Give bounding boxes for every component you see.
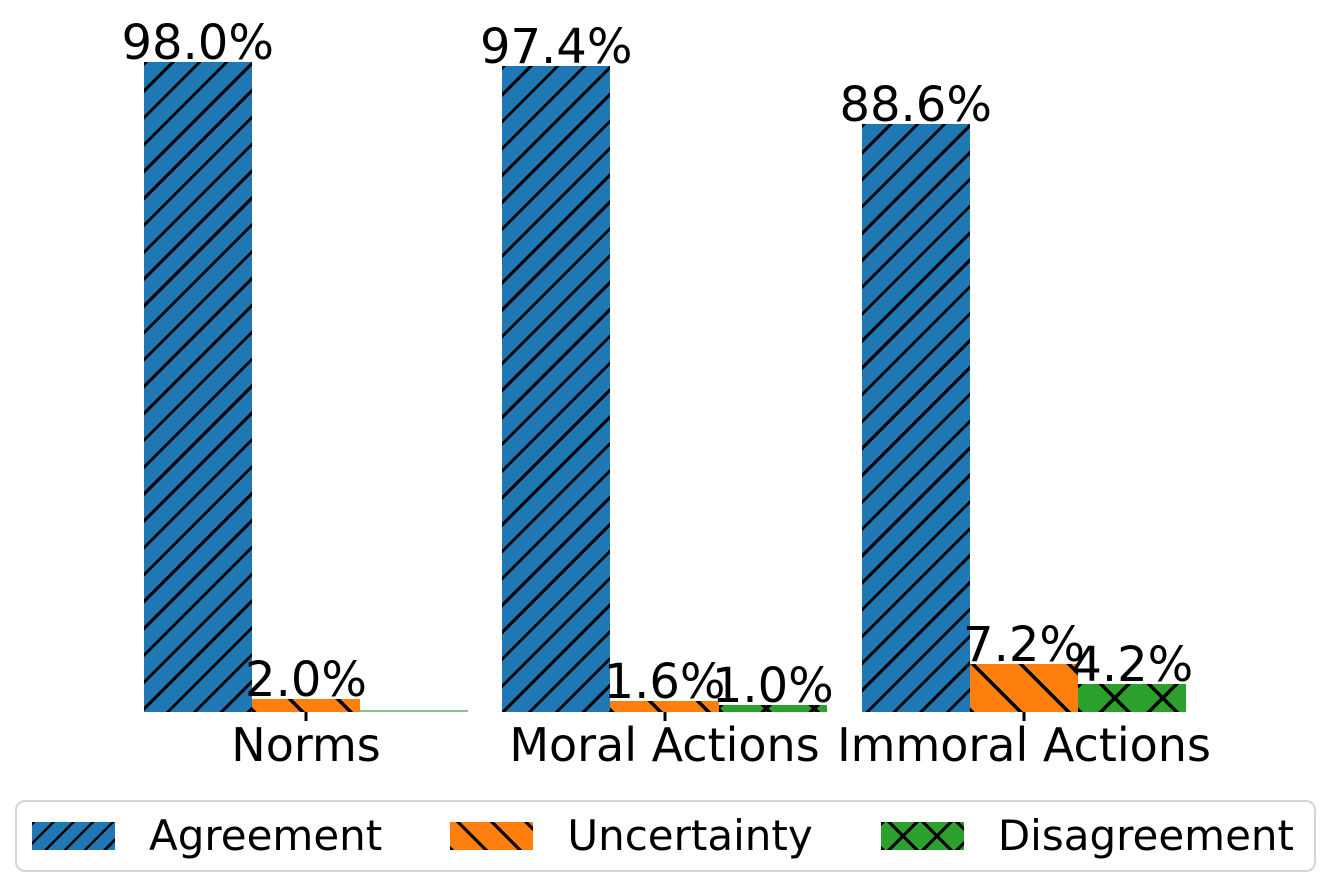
plot-area: 98.0% 97.4% 88.6% 2.0% 1.6% 7.2% 1.0% 4.2% [121,14,1194,715]
bar-disagreement-immoral-actions [1078,684,1187,712]
bar-agreement-moral-actions [502,65,611,712]
bar-value-label-agreement-moral-actions: 97.4% [479,18,633,75]
bar-value-label-disagreement-immoral-actions: 4.2% [1071,637,1194,694]
bar-value-label-agreement-immoral-actions: 88.6% [839,77,992,134]
legend-swatch-uncertainty [450,822,534,850]
bar-value-label-disagreement-moral-actions: 1.0% [711,658,834,715]
legend-swatch-agreement [32,822,115,850]
bar-value-label-uncertainty-norms: 2.0% [245,651,367,708]
x-tick-label-immoral-actions: Immoral Actions [837,718,1211,772]
bar-value-label-agreement-norms: 98.0% [121,14,274,71]
bar-value-label-uncertainty-moral-actions: 1.6% [603,654,726,711]
legend-item-disagreement: Disagreement [880,811,1294,860]
bar-disagreement-norms [360,710,469,712]
x-tick-label-norms: Norms [231,718,381,772]
legend-item-agreement: Agreement [32,815,382,857]
legend-item-uncertainty: Uncertainty [450,811,813,860]
bar-uncertainty-moral-actions [610,701,719,712]
x-tick-norms [304,712,308,721]
x-tick-moral-actions [663,712,666,721]
legend-label-disagreement: Disagreement [997,811,1294,860]
bar-agreement-norms [143,61,252,712]
x-tick-immoral-actions [1022,712,1026,721]
legend-label-agreement: Agreement [149,811,383,860]
legend-label-uncertainty: Uncertainty [567,811,813,860]
bar-uncertainty-immoral-actions [969,664,1079,712]
legend: Agreement Uncertainty Disagreement [15,800,1316,872]
bar-uncertainty-norms [251,698,361,712]
bar-value-label-uncertainty-immoral-actions: 7.2% [963,617,1085,674]
bar-agreement-immoral-actions [861,124,970,712]
legend-swatch-disagreement [880,822,964,850]
x-tick-label-moral-actions: Moral Actions [509,718,820,772]
bar-disagreement-moral-actions [718,705,827,712]
